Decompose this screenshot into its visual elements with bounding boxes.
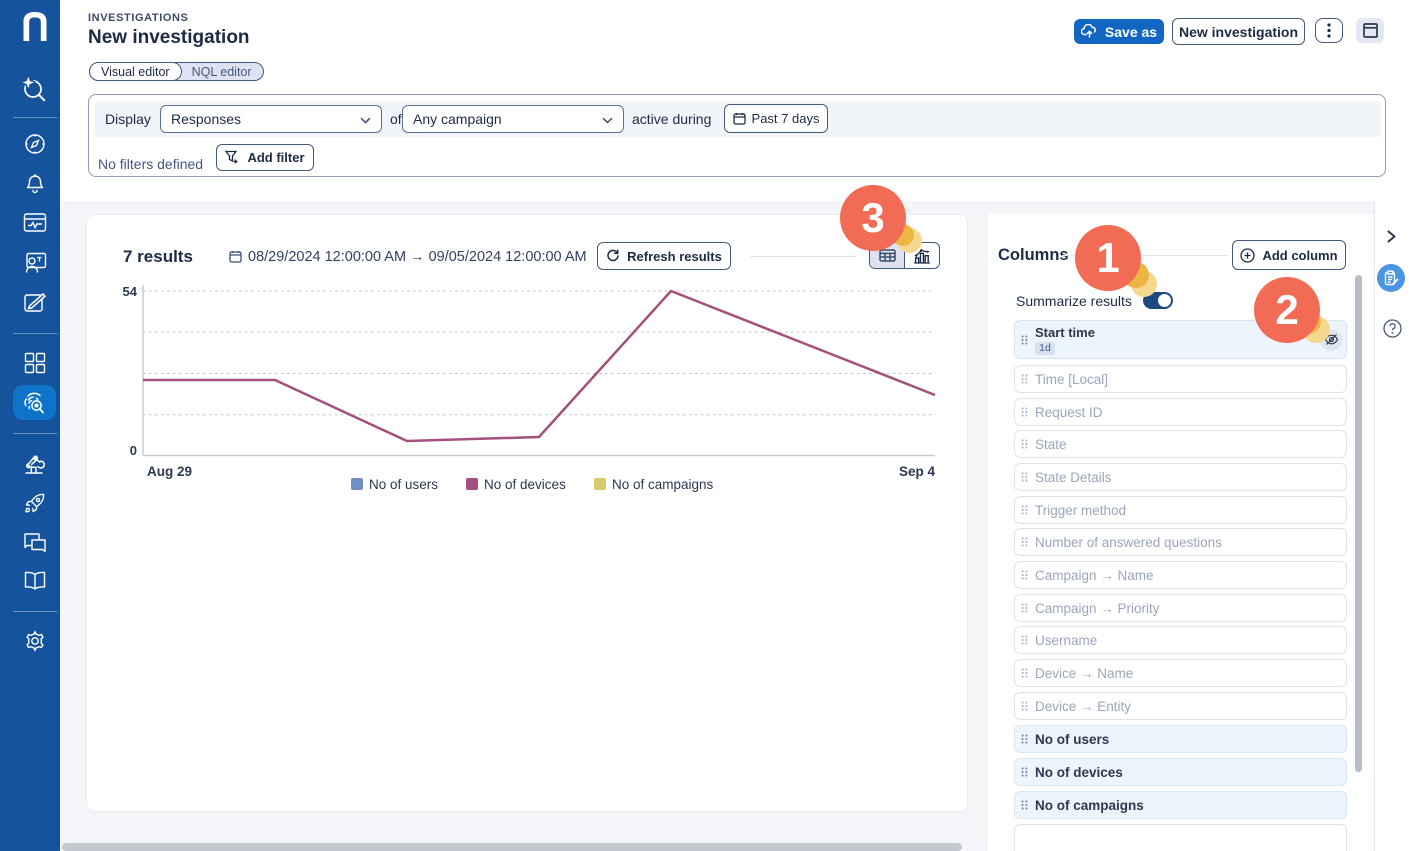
- svg-text:54: 54: [123, 284, 138, 299]
- svg-text:No of users: No of users: [369, 477, 438, 492]
- svg-text:Sep 4: Sep 4: [899, 464, 936, 479]
- svg-text:No of campaigns: No of campaigns: [612, 477, 714, 492]
- svg-text:No of devices: No of devices: [484, 477, 566, 492]
- svg-text:Aug 29: Aug 29: [147, 464, 192, 479]
- svg-text:0: 0: [130, 443, 137, 458]
